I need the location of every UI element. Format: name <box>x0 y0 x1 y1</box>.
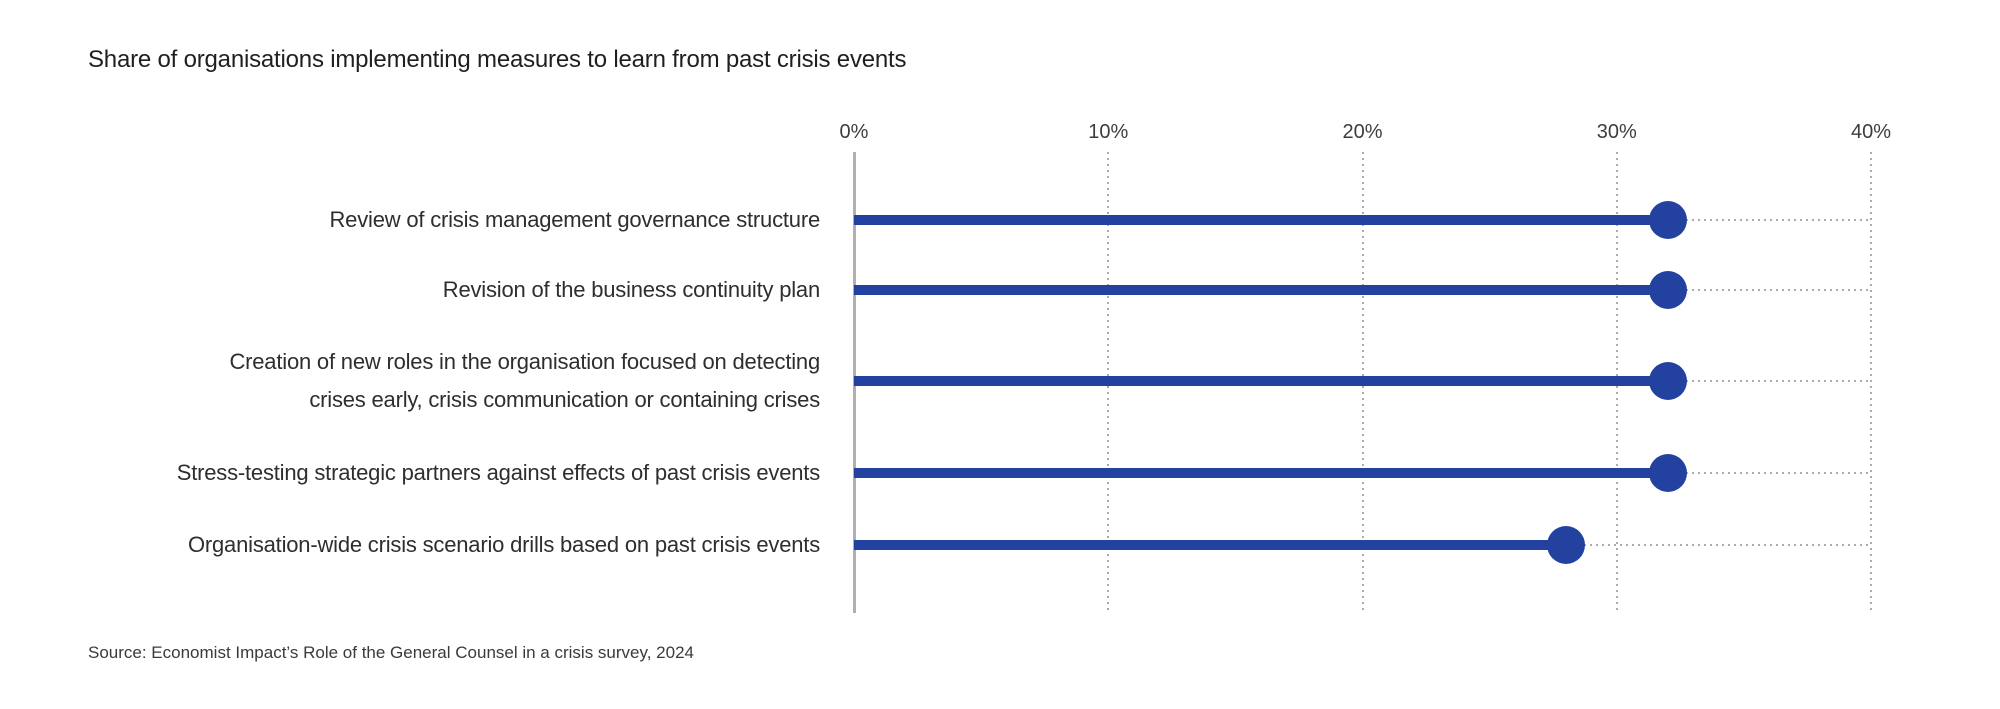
category-label: Creation of new roles in the organisatio… <box>229 343 820 419</box>
lollipop-dot <box>1648 454 1687 492</box>
lollipop-dot <box>1648 201 1687 239</box>
x-tick-label: 0% <box>839 121 869 143</box>
category-label-line: Revision of the business continuity plan <box>442 277 820 302</box>
vertical-gridline <box>1870 152 1872 613</box>
source-note: Source: Economist Impact’s Role of the G… <box>88 643 694 662</box>
lollipop-dot <box>1648 362 1687 400</box>
plot-area <box>853 152 1872 613</box>
x-tick-label: 20% <box>1342 121 1383 143</box>
x-tick-label: 30% <box>1596 121 1637 143</box>
lollipop-bar <box>854 540 1566 550</box>
row-leader-dotted-line <box>1667 380 1871 382</box>
x-tick-label: 40% <box>1850 121 1892 143</box>
row-leader-dotted-line <box>1667 289 1871 291</box>
x-tick-label: 10% <box>1088 121 1129 143</box>
category-label-line: Organisation-wide crisis scenario drills… <box>187 532 820 557</box>
category-label: Organisation-wide crisis scenario drills… <box>188 526 820 564</box>
category-label: Revision of the business continuity plan <box>443 271 820 309</box>
row-leader-dotted-line <box>1667 219 1871 221</box>
lollipop-bar <box>854 285 1668 295</box>
row-leader-dotted-line <box>1565 544 1871 546</box>
category-label-line: crises early, crisis communication or co… <box>309 387 820 412</box>
category-label-line: Stress-testing strategic partners agains… <box>176 460 820 485</box>
lollipop-bar <box>854 376 1668 386</box>
category-label: Review of crisis management governance s… <box>329 201 820 239</box>
lollipop-dot <box>1546 526 1585 564</box>
chart-title: Share of organisations implementing meas… <box>88 46 907 73</box>
row-leader-dotted-line <box>1667 472 1871 474</box>
category-label: Stress-testing strategic partners agains… <box>177 454 820 492</box>
lollipop-bar <box>854 215 1668 225</box>
category-label-line: Review of crisis management governance s… <box>329 207 820 232</box>
category-label-line: Creation of new roles in the organisatio… <box>229 349 820 374</box>
lollipop-bar <box>854 468 1668 478</box>
lollipop-dot <box>1648 271 1687 309</box>
